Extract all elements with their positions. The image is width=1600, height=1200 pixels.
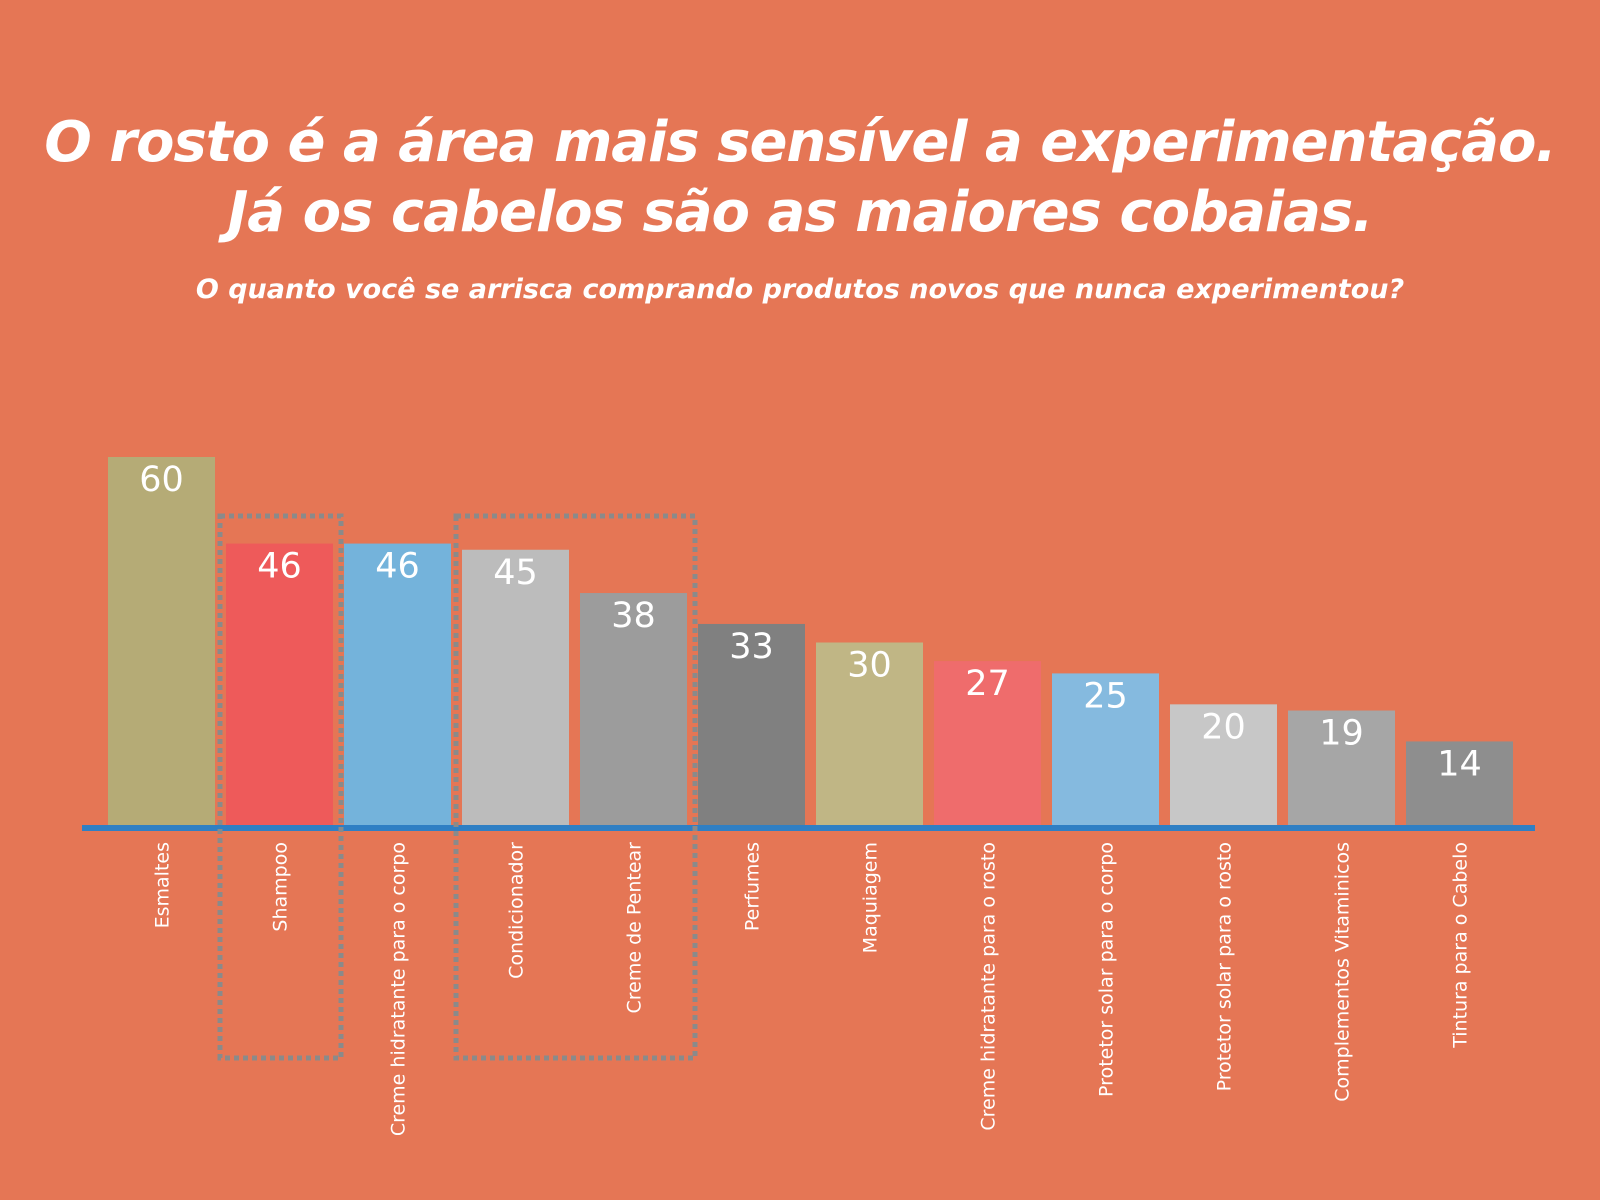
category-label-perfumes: Perfumes [742, 842, 764, 931]
value-label-protetor-solar-para-o-corpo: 25 [1083, 676, 1128, 716]
value-label-shampoo: 46 [257, 547, 302, 587]
highlight-box-1 [217, 513, 344, 1061]
highlight-box-2 [453, 513, 698, 1061]
category-label-creme-hidratante-para-o-rosto: Creme hidratante para o rosto [978, 842, 1000, 1131]
category-label-maquiagem: Maquiagem [860, 842, 882, 953]
category-label-esmaltes: Esmaltes [152, 842, 174, 928]
bar-creme-hidratante-para-o-rosto [934, 661, 1041, 828]
value-label-complementos-vitaminicos: 19 [1319, 714, 1364, 754]
category-label-creme-de-pentear: Creme de Pentear [624, 842, 646, 1014]
bar-creme-hidratante-para-o-corpo [344, 543, 451, 828]
value-label-creme-hidratante-para-o-corpo: 46 [375, 547, 420, 587]
title-line-2: Já os cabelos são as maiores cobaias. [227, 180, 1373, 245]
bar-maquiagem [816, 642, 923, 828]
bar-esmaltes [108, 457, 215, 828]
value-label-creme-hidratante-para-o-rosto: 27 [965, 664, 1010, 704]
value-label-condicionador: 45 [493, 553, 538, 593]
value-label-esmaltes: 60 [139, 460, 184, 500]
chart-subtitle: O quanto você se arrisca comprando produ… [195, 274, 1405, 305]
category-label-complementos-vitaminicos: Complementos Vitaminicos [1332, 842, 1354, 1102]
value-label-maquiagem: 30 [847, 646, 892, 686]
bar-condicionador [462, 549, 569, 828]
chart-title: O rosto é a área mais sensível a experim… [0, 108, 1600, 248]
value-label-perfumes: 33 [729, 627, 774, 667]
bar-protetor-solar-para-o-rosto [1170, 704, 1277, 828]
title-line-1: O rosto é a área mais sensível a experim… [44, 110, 1557, 175]
bar-protetor-solar-para-o-corpo [1052, 673, 1159, 828]
bar-shampoo [226, 543, 333, 828]
category-label-tintura-para-o-cabelo: Tintura para o Cabelo [1450, 842, 1472, 1049]
bar-creme-de-pentear [580, 593, 687, 828]
category-label-condicionador: Condicionador [506, 842, 528, 979]
category-label-shampoo: Shampoo [270, 842, 292, 932]
bar-perfumes [698, 623, 805, 828]
bar-tintura-para-o-cabelo [1406, 741, 1513, 828]
category-label-protetor-solar-para-o-corpo: Protetor solar para o corpo [1096, 842, 1118, 1097]
value-label-tintura-para-o-cabelo: 14 [1437, 744, 1482, 784]
value-label-creme-de-pentear: 38 [611, 596, 656, 636]
category-label-protetor-solar-para-o-rosto: Protetor solar para o rosto [1214, 842, 1236, 1091]
value-label-protetor-solar-para-o-rosto: 20 [1201, 707, 1246, 747]
category-label-creme-hidratante-para-o-corpo: Creme hidratante para o corpo [388, 842, 410, 1136]
bar-complementos-vitaminicos [1288, 710, 1395, 828]
